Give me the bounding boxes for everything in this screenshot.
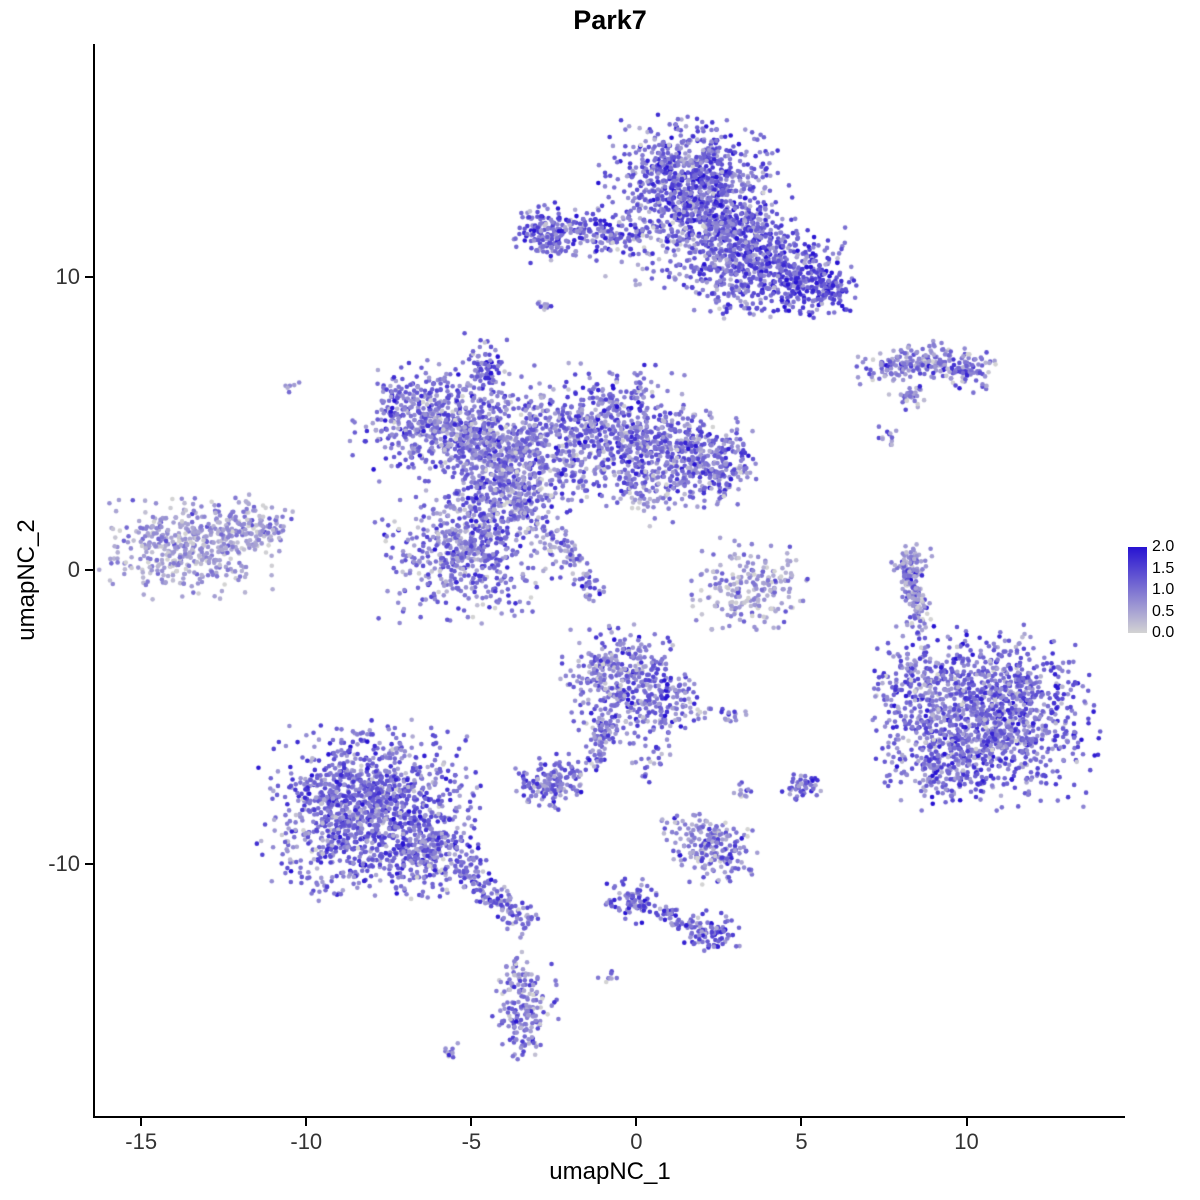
y-tick-mark	[85, 569, 93, 572]
legend-colorbar	[1128, 547, 1147, 633]
legend-tick-label: 0.5	[1152, 602, 1175, 620]
x-tick-mark	[965, 1118, 968, 1126]
umap-scatter-canvas	[95, 44, 1125, 1116]
y-tick-mark	[85, 862, 93, 865]
y-tick-label: 0	[67, 557, 80, 583]
x-tick-mark	[140, 1118, 143, 1126]
y-tick-label: -10	[48, 850, 80, 876]
x-tick-label: 10	[954, 1129, 979, 1154]
x-tick-label: -15	[125, 1129, 158, 1154]
legend-tick-label: 1.0	[1152, 581, 1175, 598]
x-tick-mark	[305, 1118, 308, 1126]
plot-title: Park7	[573, 5, 647, 35]
legend-tick-label: 2.0	[1152, 538, 1175, 555]
y-tick-label: 10	[55, 264, 80, 290]
x-tick-label: 5	[795, 1129, 808, 1154]
legend-tick-label: 0.0	[1152, 624, 1175, 641]
x-tick-mark	[800, 1118, 803, 1126]
x-axis-line	[93, 1116, 1125, 1118]
x-tick-mark	[635, 1118, 638, 1126]
x-axis-title: umapNC_1	[549, 1158, 671, 1185]
x-tick-label: -10	[290, 1129, 323, 1154]
expression-legend: 2.0 1.5 1.0 0.5 0.0	[1126, 538, 1200, 650]
y-tick-mark	[85, 276, 93, 279]
x-tick-mark	[470, 1118, 473, 1126]
legend-tick-label: 1.5	[1152, 559, 1175, 577]
y-axis-line	[93, 44, 95, 1118]
x-tick-label: 0	[630, 1129, 643, 1154]
x-tick-label: -5	[461, 1129, 482, 1154]
y-axis-title: umapNC_2	[13, 519, 40, 641]
